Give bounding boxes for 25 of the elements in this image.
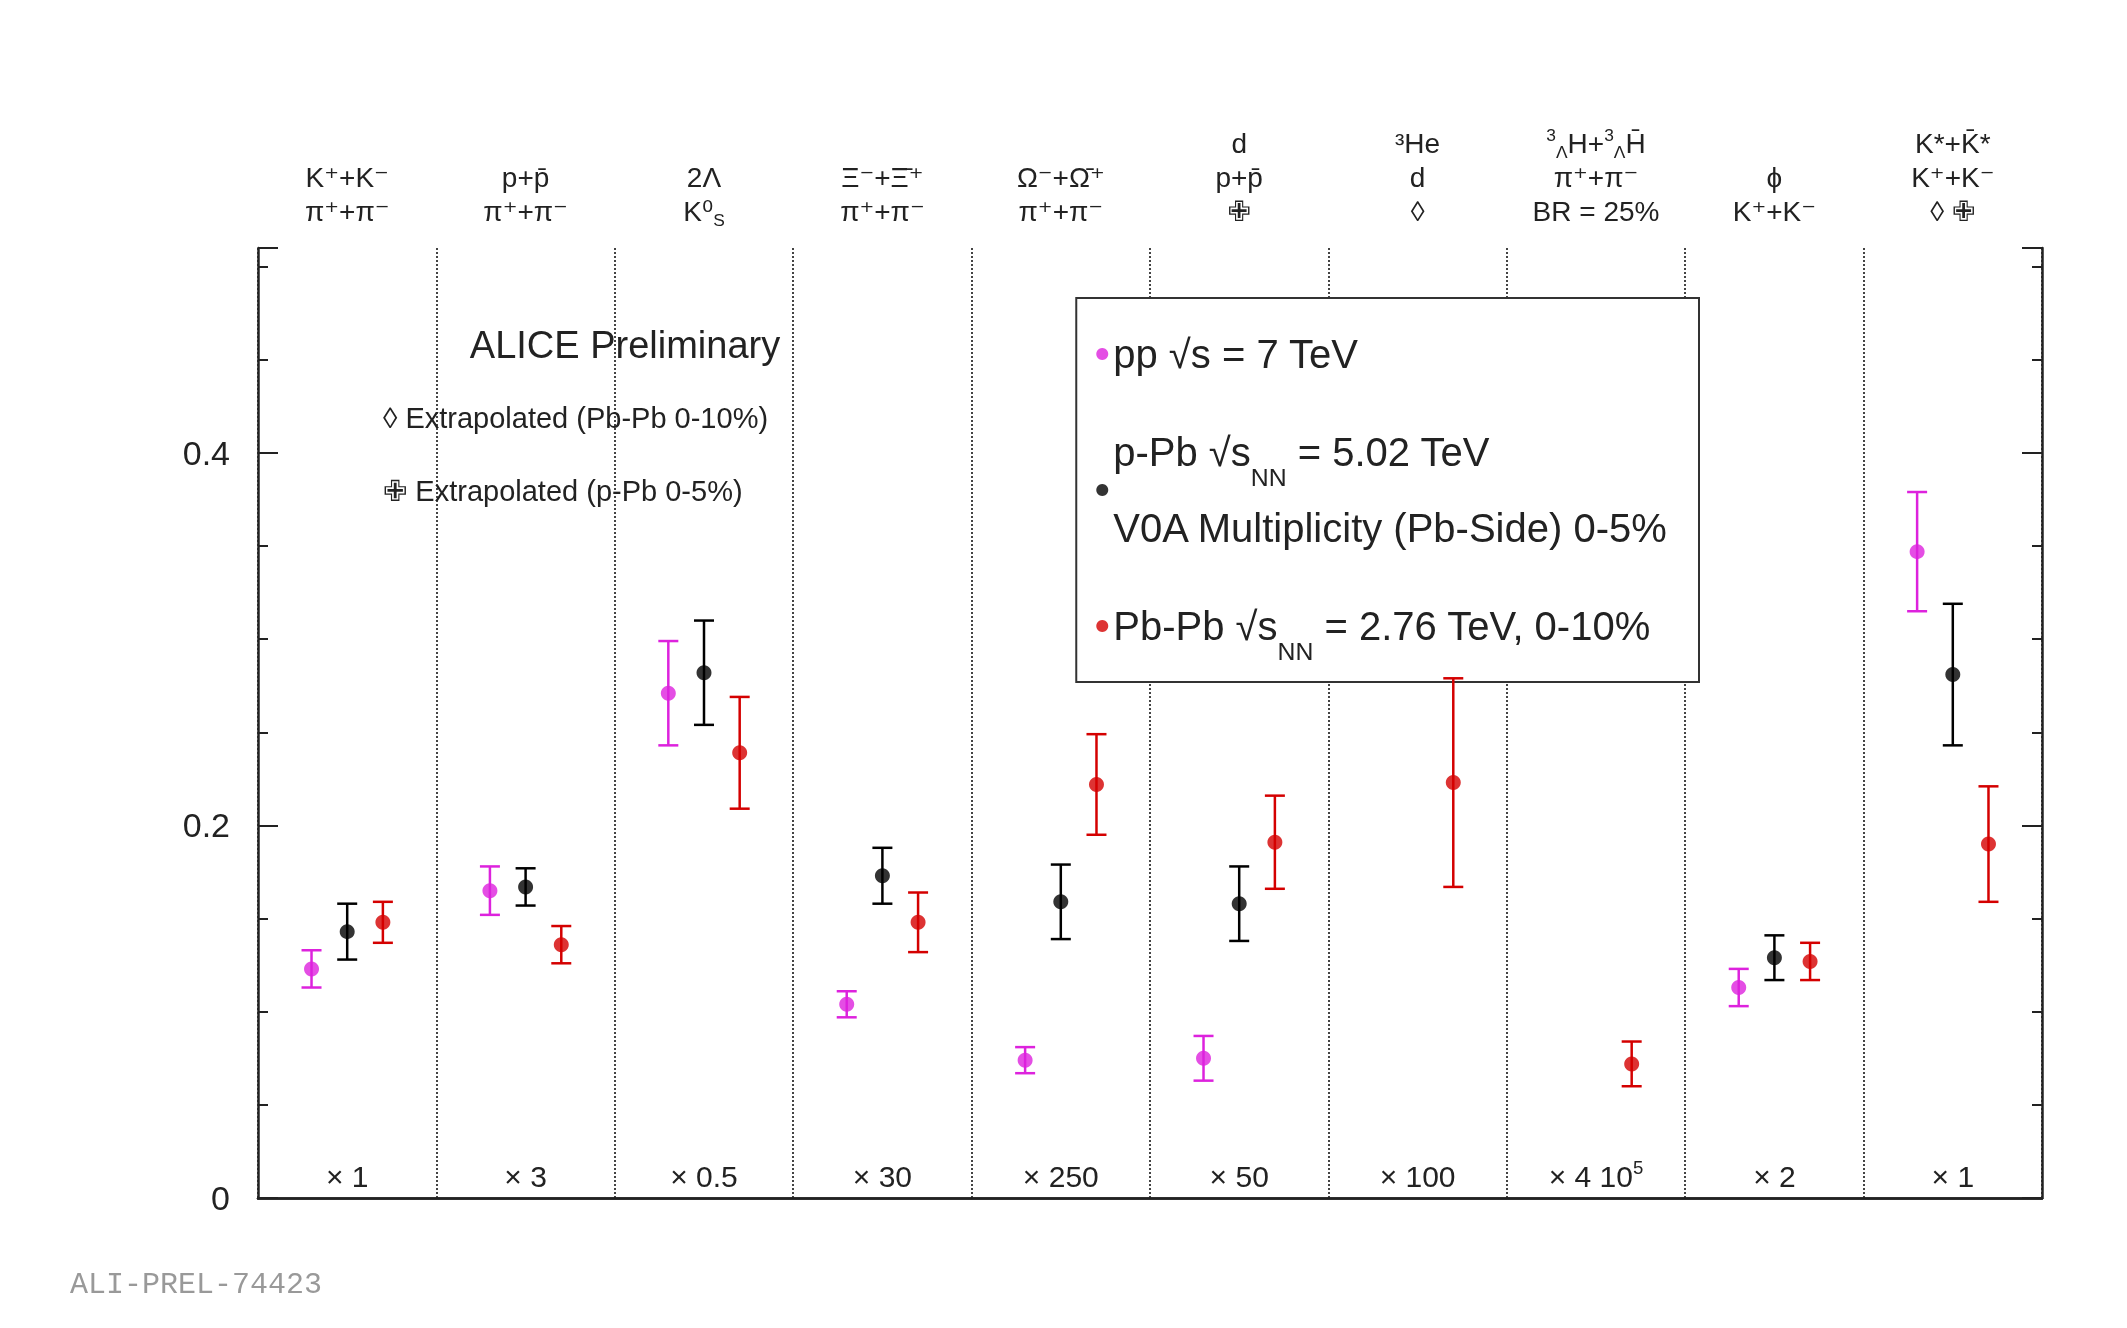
x-tick-label: Ξ⁻+Ξ̄⁺ π⁺+π⁻ <box>840 161 925 227</box>
annotation: × 1 <box>325 1159 369 1193</box>
y-tick-label: 0 <box>211 1179 230 1217</box>
x-tick-label: K⁺+K⁻ π⁺+π⁻ <box>304 161 390 227</box>
annotation: × 2 <box>1753 1159 1796 1193</box>
annotation: × 1 <box>1931 1159 1975 1193</box>
text: ALI-PREL-74423 <box>70 1268 323 1302</box>
x-tick-label: ³He d ◊ <box>1395 127 1441 227</box>
x-tick-label: Ω⁻+Ω̄⁺ π⁺+π⁻ <box>1016 161 1105 227</box>
x-tick-label: ϕ K⁺+K⁻ <box>1732 161 1817 227</box>
annotation: × 100 <box>1379 1159 1456 1193</box>
annotation: ALICE Preliminary <box>469 324 781 366</box>
annotation: × 250 <box>1022 1159 1099 1193</box>
x-tick-label: p+p̄ π⁺+π⁻ <box>483 161 568 227</box>
y-tick-label: 0.4 <box>182 433 230 472</box>
annotation: × 50 <box>1209 1159 1269 1193</box>
annotation: × 0.5 <box>670 1159 738 1193</box>
x-tick-label: d p+p̄ ✙ <box>1215 127 1263 227</box>
annotation: × 3 <box>504 1159 547 1193</box>
annotation: ✙ Extrapolated (p-Pb 0-5%) <box>383 474 743 507</box>
annotation: ◊ Extrapolated (Pb-Pb 0-10%) <box>383 401 769 434</box>
legend-label: pp √s = 7 TeV <box>1113 332 1359 376</box>
x-tick-label: K*+K̄* K⁺+K⁻ ◊ ✙ <box>1911 127 1995 227</box>
y-tick-label: 0.2 <box>182 806 230 845</box>
annotation: × 30 <box>852 1159 913 1193</box>
